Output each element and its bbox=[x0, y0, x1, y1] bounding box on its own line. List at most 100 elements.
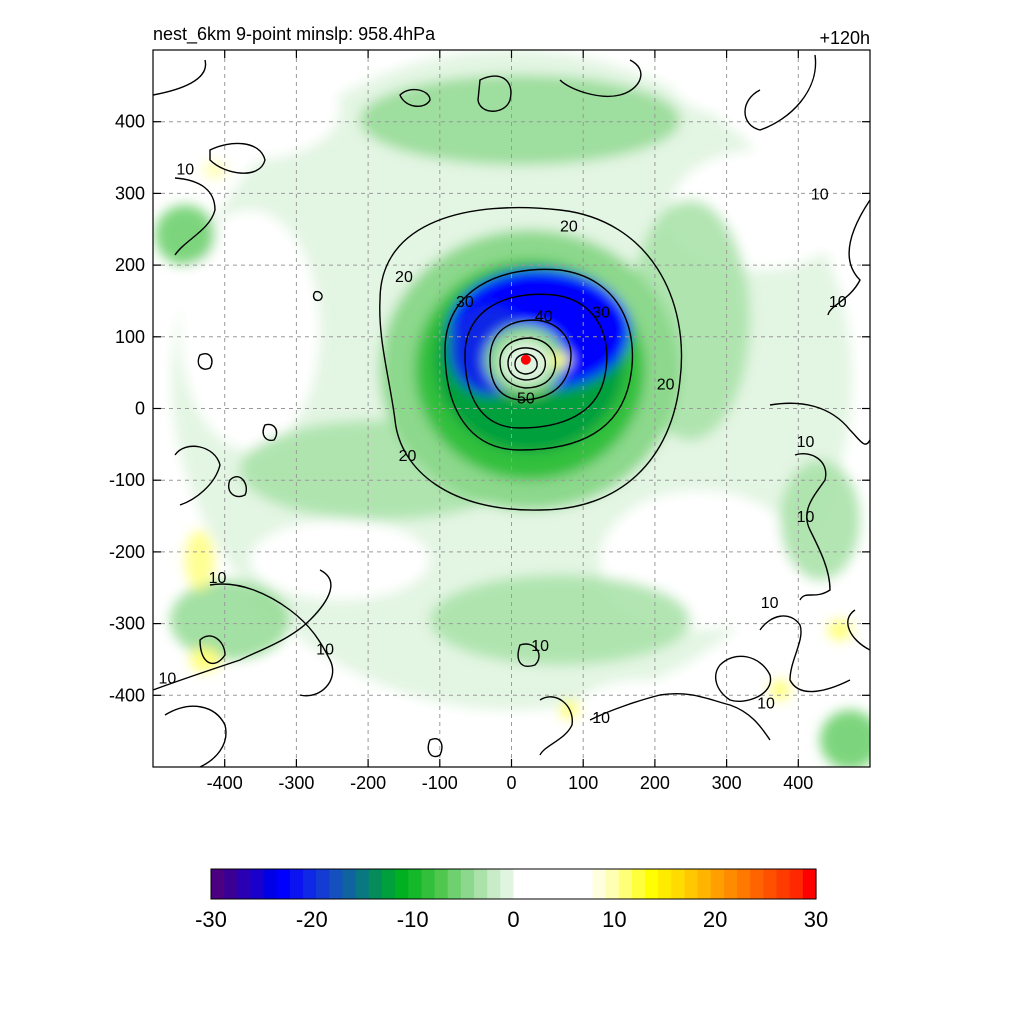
colorbar-swatch bbox=[434, 869, 449, 899]
colorbar-swatch bbox=[250, 869, 265, 899]
contour-label: 10 bbox=[316, 642, 334, 659]
y-tick-label: -100 bbox=[109, 470, 145, 490]
contour-label-text: 10 bbox=[316, 642, 334, 659]
contour-label: 50 bbox=[517, 391, 535, 408]
plot-area: 20 20 20 20 30 30 40 50 10 10 10 10 10 10 10 10 10 10 10 10 bbox=[153, 50, 870, 767]
colorbar-swatch bbox=[316, 869, 330, 899]
x-tick-label: -300 bbox=[278, 773, 314, 793]
contour-label-text: 20 bbox=[657, 376, 675, 393]
colorbar-swatch bbox=[289, 869, 304, 899]
colorbar-swatch bbox=[750, 869, 764, 899]
y-tick-label: -300 bbox=[109, 614, 145, 634]
contour-label: 10 bbox=[158, 670, 176, 687]
colorbar-swatch bbox=[342, 869, 357, 899]
colorbar-swatch bbox=[408, 869, 423, 899]
x-axis: -400 -300 -200 -100 0 100 200 300 400 bbox=[207, 50, 813, 793]
colorbar-swatch bbox=[605, 869, 620, 899]
contour-label: 30 bbox=[592, 305, 610, 322]
contour-label-text: 10 bbox=[811, 186, 829, 203]
contour-label: 20 bbox=[395, 269, 413, 286]
contour-label: 10 bbox=[761, 595, 779, 612]
colorbar-swatch bbox=[776, 869, 791, 899]
contour-label-text: 10 bbox=[761, 595, 779, 612]
colorbar-swatch bbox=[224, 869, 238, 899]
colorbar-swatch bbox=[368, 869, 383, 899]
y-axis: 400 300 200 100 0 -100 -200 -300 -400 bbox=[109, 112, 870, 705]
colorbar-swatch bbox=[447, 869, 462, 899]
contour-labels: 20 20 20 20 30 30 40 50 10 10 10 10 10 10 10 10 10 10 10 10 bbox=[158, 161, 847, 727]
contour-label-text: 10 bbox=[797, 509, 815, 526]
colorbar-swatch bbox=[631, 869, 646, 899]
chart-title-right: +120h bbox=[819, 28, 870, 48]
colorbar-swatch bbox=[723, 869, 738, 899]
colorbar-tick-label: 30 bbox=[804, 907, 828, 932]
contour-label-text: 20 bbox=[395, 269, 413, 286]
x-tick-label: -200 bbox=[350, 773, 386, 793]
colorbar-swatch bbox=[211, 869, 225, 899]
y-tick-label: -400 bbox=[109, 685, 145, 705]
colorbar-swatch bbox=[802, 869, 817, 899]
contour-label-text: 10 bbox=[757, 695, 775, 712]
x-tick-label: 400 bbox=[783, 773, 813, 793]
x-tick-label: 300 bbox=[712, 773, 742, 793]
contour-label-text: 30 bbox=[456, 294, 474, 311]
colorbar-swatch bbox=[737, 869, 751, 899]
x-tick-label: -400 bbox=[207, 773, 243, 793]
colorbar-swatch bbox=[671, 869, 686, 899]
colorbar-swatch bbox=[329, 869, 344, 899]
colorbar-swatch bbox=[237, 869, 252, 899]
contour-label-text: 10 bbox=[829, 294, 847, 311]
contour-label-text: 10 bbox=[176, 161, 194, 178]
contour-label-text: 40 bbox=[535, 308, 553, 325]
colorbar-swatch bbox=[381, 869, 396, 899]
contour-label-text: 20 bbox=[399, 448, 417, 465]
contour-label-text: 10 bbox=[209, 570, 227, 587]
contour-label: 20 bbox=[399, 448, 417, 465]
colorbar-swatch bbox=[618, 869, 633, 899]
colorbar-swatch bbox=[263, 869, 278, 899]
y-tick-label: 300 bbox=[115, 183, 145, 203]
colorbar-tick-label: 0 bbox=[507, 907, 519, 932]
contour-label-text: 10 bbox=[592, 710, 610, 727]
x-tick-label: 200 bbox=[640, 773, 670, 793]
y-tick-label: 400 bbox=[115, 112, 145, 132]
colorbar-swatch bbox=[303, 869, 317, 899]
colorbar-tick-label: -10 bbox=[397, 907, 429, 932]
contour-label-text: 10 bbox=[797, 434, 815, 451]
colorbar-swatch bbox=[539, 869, 554, 899]
contour-label: 30 bbox=[456, 294, 474, 311]
colorbar-swatch bbox=[552, 869, 567, 899]
contour-label: 10 bbox=[531, 638, 549, 655]
contour-label: 10 bbox=[209, 570, 227, 587]
contour-label-text: 20 bbox=[560, 219, 578, 236]
colorbar-swatch bbox=[513, 869, 528, 899]
colorbar-swatch bbox=[395, 869, 409, 899]
colorbar-tick-label: 20 bbox=[703, 907, 727, 932]
colorbar bbox=[210, 868, 817, 900]
y-tick-label: 200 bbox=[115, 255, 145, 275]
contour-lines bbox=[153, 54, 870, 767]
contour-label: 10 bbox=[757, 695, 775, 712]
colorbar-tick-label: 10 bbox=[602, 907, 626, 932]
x-tick-label: 0 bbox=[506, 773, 516, 793]
contour-label-text: 50 bbox=[517, 391, 535, 408]
contour-label-text: 30 bbox=[592, 305, 610, 322]
contour-label: 10 bbox=[176, 161, 194, 178]
contour-label: 10 bbox=[797, 509, 815, 526]
colorbar-swatch bbox=[355, 869, 370, 899]
y-tick-label: 0 bbox=[135, 399, 145, 419]
colorbar-swatch bbox=[526, 869, 541, 899]
colorbar-tick-labels: -30 -20 -10 0 10 20 30 bbox=[195, 907, 828, 932]
y-tick-label: 100 bbox=[115, 327, 145, 347]
colorbar-tick-label: -30 bbox=[195, 907, 227, 932]
x-tick-label: -100 bbox=[422, 773, 458, 793]
colorbar-swatch bbox=[487, 869, 501, 899]
colorbar-swatch bbox=[579, 869, 594, 899]
colorbar-swatch bbox=[789, 869, 804, 899]
chart-title-left: nest_6km 9-point minslp: 958.4hPa bbox=[153, 24, 436, 45]
x-tick-label: 100 bbox=[568, 773, 598, 793]
colorbar-swatch bbox=[710, 869, 725, 899]
colorbar-tick-label: -20 bbox=[296, 907, 328, 932]
contour-label: 10 bbox=[811, 186, 829, 203]
